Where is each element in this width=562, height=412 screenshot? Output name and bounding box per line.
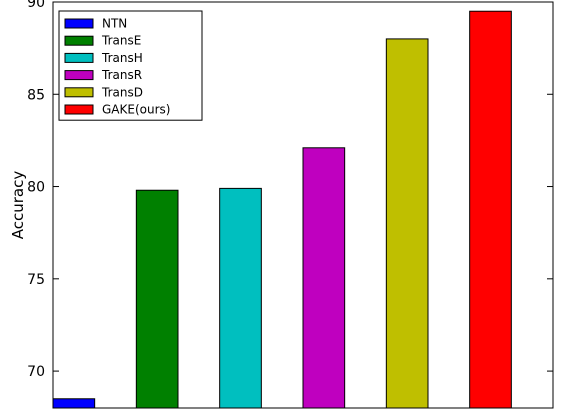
y-tick-label: 90 <box>27 0 45 11</box>
legend-box <box>58 10 203 121</box>
legend-label-transe: TransE <box>101 34 141 48</box>
y-tick-label: 80 <box>27 180 45 196</box>
legend-swatch-transh <box>64 52 94 63</box>
bar-transd <box>385 38 429 409</box>
bar-ntn <box>52 398 96 409</box>
legend-items: NTN TransE TransH TransR TransD GAKE(ours) <box>64 17 170 117</box>
bar-gake-ours <box>469 10 512 409</box>
legend-label-transh: TransH <box>101 51 143 65</box>
bar-transe <box>135 189 179 409</box>
legend-swatch-ntn <box>64 18 94 29</box>
y-axis-label: Accuracy <box>9 171 27 240</box>
plot-frame <box>52 1 554 409</box>
y-tick-label: 70 <box>27 364 45 380</box>
legend-label-transd: TransD <box>101 85 143 99</box>
legend-swatch-transd <box>64 87 94 98</box>
y-tick-label: 75 <box>27 272 45 288</box>
legend-swatch-gake-ours <box>64 104 94 115</box>
legend-swatch-transr <box>64 70 94 81</box>
legend-label-transr: TransR <box>101 68 142 82</box>
bars-group <box>52 10 512 409</box>
legend-swatch-transe <box>64 35 94 46</box>
bar-transh <box>219 187 262 409</box>
y-tick-label: 85 <box>27 87 45 103</box>
legend-label-gake-ours: GAKE(ours) <box>102 103 170 117</box>
legend-label-ntn: NTN <box>102 17 127 31</box>
legend: NTN TransE TransH TransR TransD GAKE(ours) <box>58 10 203 121</box>
y-axis-ticks: 70 75 80 85 90 <box>27 0 553 380</box>
bar-transr <box>302 147 346 409</box>
